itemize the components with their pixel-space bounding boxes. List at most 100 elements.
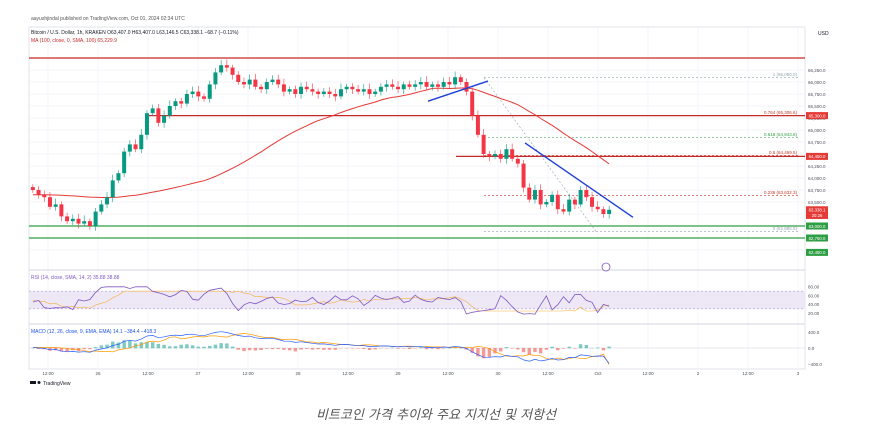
macd-lines (29, 331, 805, 365)
tradingview-logo-icon (30, 381, 36, 384)
macd-hist-bar (173, 346, 178, 349)
candle (259, 83, 264, 94)
candle (510, 143, 515, 162)
rsi-tick: 20.00 (808, 311, 820, 316)
price-tick: 64,250.0 (808, 164, 826, 169)
trendline-falling (524, 142, 634, 218)
macd-hist-bar (601, 348, 606, 351)
candle-body (281, 84, 286, 92)
candle (304, 81, 309, 93)
candle-body (458, 77, 463, 82)
candle-body (139, 134, 144, 150)
candle (504, 144, 509, 164)
candle-body (487, 154, 492, 157)
macd-hist-bar (270, 348, 275, 350)
macd-hist-bar (493, 348, 497, 354)
fib-label: 0.618 (64,843.6) (764, 132, 798, 137)
ma100-line (32, 87, 610, 198)
macd-hist-bar (190, 345, 195, 349)
price-badge: 65,300.0 (806, 112, 828, 120)
macd-hist-bar (225, 343, 229, 349)
macd-hist-bar (430, 348, 434, 349)
candle (70, 214, 75, 226)
candle (413, 80, 418, 91)
macd-hist-bar (527, 348, 531, 355)
candle-body (544, 202, 549, 205)
candle (441, 77, 446, 90)
macd-hist-bar (65, 348, 69, 352)
candle (219, 60, 224, 76)
macd-hist-bar (293, 348, 298, 352)
time-tick: 12:00 (42, 371, 54, 376)
candle (270, 75, 275, 85)
candle-body (595, 206, 600, 210)
trendlines (427, 80, 634, 218)
candle (110, 174, 115, 202)
candle-body (344, 86, 349, 90)
price-badge-bg (806, 152, 828, 160)
candle (293, 85, 298, 98)
candles (30, 59, 612, 231)
candle (424, 76, 429, 90)
macd-hist-bar (111, 341, 115, 349)
macd-hist-bar (487, 348, 492, 358)
candle-body (367, 89, 372, 94)
candle-body (202, 96, 207, 99)
macd-line (32, 331, 610, 364)
candle-body (247, 79, 252, 85)
candle (202, 93, 207, 102)
candle (247, 74, 252, 90)
time-tick: 12:00 (642, 371, 654, 376)
macd-hist-bar (276, 348, 280, 349)
candle (207, 80, 212, 103)
price-badges: 65,300.0 64,450.0 63,338.120:26 63,000.0 62,… (806, 112, 828, 256)
price-tick: 63,500.0 (808, 200, 826, 205)
candle (196, 85, 201, 102)
candle-body (527, 187, 532, 200)
macd-hist-bar (419, 347, 423, 349)
candle-body (184, 94, 189, 104)
price-chart[interactable]: aayushjindal published on TradingView.co… (0, 0, 872, 400)
event-marker-icon[interactable] (601, 262, 611, 272)
candle (447, 76, 452, 89)
candle (127, 140, 132, 157)
candle-body (561, 209, 566, 212)
candle-body (293, 89, 298, 94)
candle-body (316, 91, 321, 94)
candle (344, 83, 349, 94)
macd-hist-bar (538, 348, 543, 354)
time-tick: 27 (195, 371, 201, 376)
candle-body (304, 86, 309, 90)
macd-hist-bar (373, 348, 377, 350)
candle-body (481, 134, 486, 154)
candle (333, 88, 338, 102)
macd-hist-bar (327, 348, 332, 350)
fib-label: 0.5 (64,469.5) (769, 150, 798, 155)
macd-hist-bar (93, 347, 98, 349)
candle-body (504, 149, 509, 159)
candle (407, 80, 412, 90)
candle-body (299, 86, 304, 94)
candle (373, 88, 378, 97)
candle (287, 86, 292, 95)
candle-body (36, 190, 41, 195)
macd-hist-bar (59, 348, 64, 352)
price-badge: 63,000.0 (806, 222, 828, 230)
candle-body (105, 197, 110, 205)
time-tick: 12:00 (242, 371, 254, 376)
candle (561, 204, 566, 215)
macd-hist-bar (265, 348, 269, 349)
candle (584, 185, 589, 202)
candle-body (93, 211, 98, 226)
candle (458, 74, 463, 85)
macd-hist-bar (185, 344, 189, 349)
candle (435, 80, 440, 92)
candle-body (453, 77, 458, 85)
macd-hist-bar (550, 346, 554, 349)
candle-body (276, 79, 281, 85)
candle-body (590, 197, 595, 207)
candle (401, 81, 406, 94)
candle-body (133, 144, 138, 150)
candle (156, 104, 161, 127)
candle (338, 83, 343, 100)
